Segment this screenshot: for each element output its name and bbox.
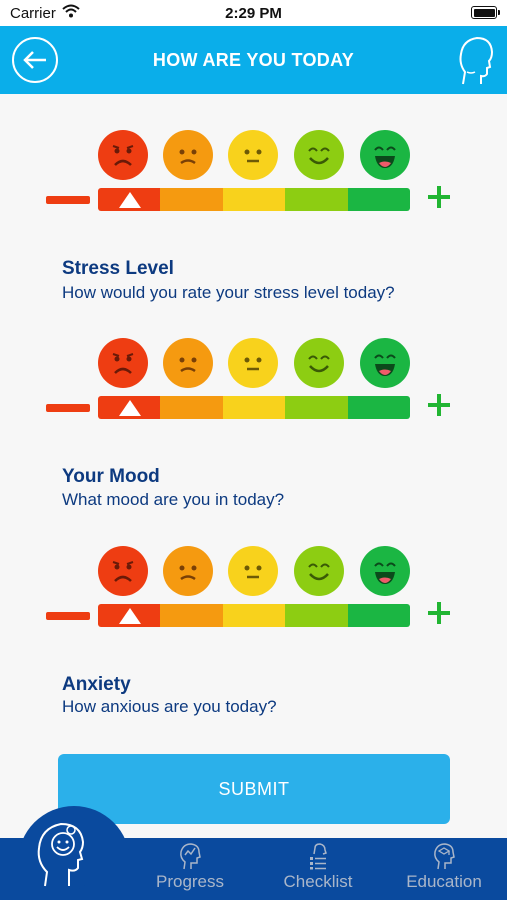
minus-icon[interactable]: [46, 196, 90, 204]
rating-slider[interactable]: [98, 188, 410, 211]
big-smile-face-icon[interactable]: [360, 130, 410, 180]
neutral-face-icon[interactable]: [228, 338, 278, 388]
smile-face-icon[interactable]: [294, 546, 344, 596]
rating-slider[interactable]: [98, 604, 410, 627]
profile-button[interactable]: [457, 34, 497, 86]
plus-icon[interactable]: [428, 186, 450, 208]
minus-icon[interactable]: [46, 612, 90, 620]
back-button[interactable]: [12, 37, 58, 83]
submit-button[interactable]: SUBMIT: [58, 754, 450, 824]
wifi-icon: [62, 4, 80, 22]
status-bar: Carrier 2:29 PM: [0, 0, 507, 26]
question-title-stress: Stress Level: [62, 258, 174, 279]
rating-slider[interactable]: [98, 396, 410, 419]
head-profile-icon: [37, 822, 85, 887]
question-title-anxiety: Anxiety: [62, 674, 131, 695]
neutral-face-icon[interactable]: [228, 130, 278, 180]
person-silhouette-icon: [459, 36, 494, 85]
checklist-icon: [310, 843, 327, 870]
tab-label: Education: [406, 872, 482, 891]
minus-icon[interactable]: [46, 404, 90, 412]
battery-icon: [471, 6, 500, 19]
education-icon: [434, 843, 455, 870]
plus-icon[interactable]: [428, 394, 450, 416]
progress-icon: [180, 843, 201, 870]
face-row: [98, 546, 410, 598]
very-sad-face-icon[interactable]: [98, 338, 148, 388]
slider-marker[interactable]: [119, 400, 141, 416]
very-sad-face-icon[interactable]: [98, 130, 148, 180]
question-text-anxiety: How anxious are you today?: [62, 697, 277, 716]
tab-education[interactable]: Education: [392, 838, 496, 900]
tab-checklist[interactable]: Checklist: [266, 838, 370, 900]
smile-face-icon[interactable]: [294, 130, 344, 180]
sad-face-icon[interactable]: [163, 338, 213, 388]
app-header: HOW ARE YOU TODAY: [0, 26, 507, 94]
face-row: [98, 338, 410, 390]
arrow-left-circle-icon: [23, 51, 46, 69]
smile-face-icon[interactable]: [294, 338, 344, 388]
status-time: 2:29 PM: [225, 5, 282, 22]
plus-icon[interactable]: [428, 602, 450, 624]
tab-progress[interactable]: Progress: [140, 838, 240, 900]
tab-label: Checklist: [283, 872, 353, 891]
question-title-mood: Your Mood: [62, 466, 160, 487]
slider-marker[interactable]: [119, 192, 141, 208]
big-smile-face-icon[interactable]: [360, 338, 410, 388]
rating-scale-anxiety: [0, 546, 507, 636]
very-sad-face-icon[interactable]: [98, 546, 148, 596]
carrier-label: Carrier: [10, 5, 56, 22]
rating-scale-stress: [0, 130, 507, 220]
question-text-mood: What mood are you in today?: [62, 490, 285, 509]
tab-home[interactable]: [23, 812, 103, 892]
big-smile-face-icon[interactable]: [360, 546, 410, 596]
sad-face-icon[interactable]: [163, 546, 213, 596]
question-text-stress: How would you rate your stress level tod…: [62, 283, 395, 302]
page-title: HOW ARE YOU TODAY: [152, 50, 355, 70]
face-row: [98, 130, 410, 182]
rating-scale-mood: [0, 338, 507, 428]
tab-label: Progress: [155, 872, 225, 891]
neutral-face-icon[interactable]: [228, 546, 278, 596]
sad-face-icon[interactable]: [163, 130, 213, 180]
slider-marker[interactable]: [119, 608, 141, 624]
